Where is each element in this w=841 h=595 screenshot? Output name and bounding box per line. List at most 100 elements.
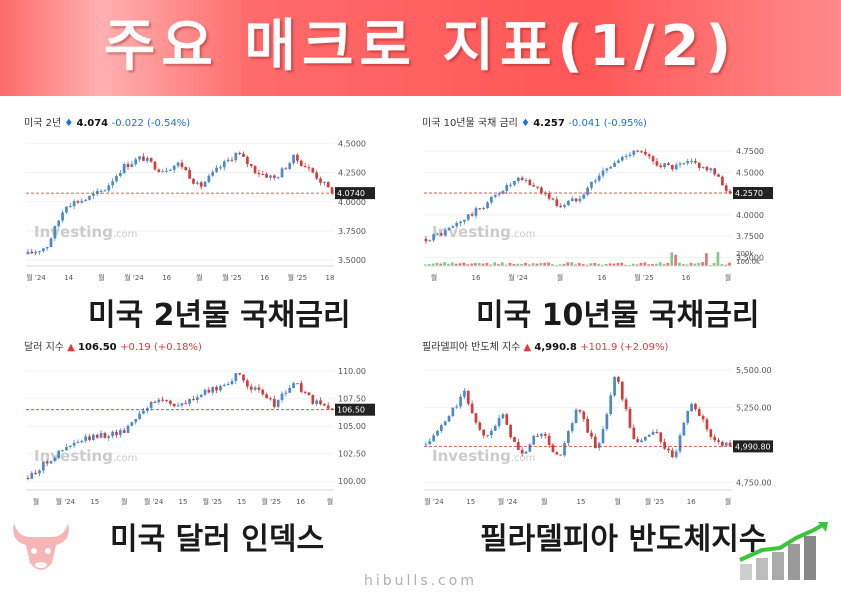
growth-chart-icon — [739, 522, 828, 580]
candle-body — [126, 425, 130, 433]
candle-body — [490, 430, 493, 436]
candle-body — [157, 169, 161, 172]
candle-body — [513, 181, 516, 185]
last-value-box — [335, 187, 375, 200]
candle-body — [234, 153, 238, 161]
candle-body — [134, 159, 138, 165]
candle-body — [219, 386, 222, 391]
last-value-label: 4,990.80 — [735, 442, 771, 451]
candle-body — [524, 179, 528, 181]
header-change: +0.19 — [120, 342, 154, 353]
x-tick-label: 15 — [237, 498, 246, 506]
candle-body — [651, 156, 655, 162]
candle-body — [636, 439, 640, 443]
candle-body — [490, 196, 493, 203]
candle-body — [563, 205, 566, 207]
volume-bar — [531, 263, 535, 266]
candle-body — [721, 441, 724, 446]
candle-body — [632, 427, 636, 440]
chart-panel-us2y: 미국 2년 ♦ 4.074 -0.022 (-0.54%) 4.5000 4.250… — [22, 114, 392, 292]
x-tick-label: 월 — [615, 497, 621, 506]
header-pct: (-0.54%) — [147, 118, 190, 129]
volume-bar — [689, 262, 693, 266]
candle-body — [590, 181, 593, 188]
candle-body — [543, 433, 547, 436]
candle-body — [261, 389, 265, 395]
candle-body — [532, 185, 536, 187]
volume-bar — [635, 264, 639, 266]
candle-body — [632, 150, 636, 155]
candle-body — [126, 163, 130, 168]
candle-body — [176, 162, 180, 166]
candle-body — [45, 247, 49, 249]
candle-body — [169, 169, 172, 171]
candle-body — [428, 441, 432, 445]
candle-body — [667, 163, 670, 165]
candle-body — [474, 208, 478, 216]
y-tick-label: 102.50 — [338, 450, 366, 459]
candle-body — [153, 401, 157, 403]
site-footer: hibulls.com — [364, 573, 477, 589]
candle-body — [624, 399, 628, 410]
candle-body — [226, 383, 230, 385]
candle-body — [41, 248, 45, 252]
x-tick-label: 월 '24 — [56, 497, 76, 506]
candle-body — [463, 219, 466, 222]
candle-body — [115, 431, 118, 436]
candle-body — [570, 423, 574, 432]
candle-body — [45, 461, 49, 464]
candle-body — [299, 383, 303, 392]
x-tick-label: 월 '24 — [26, 273, 46, 282]
candle-body — [142, 156, 145, 161]
candle-body — [195, 182, 199, 184]
x-tick-label: 월 — [98, 273, 104, 282]
candle-body — [265, 394, 268, 399]
candle-body — [199, 394, 203, 398]
volume-bar — [697, 262, 701, 266]
candle-body — [41, 461, 45, 471]
candle-body — [551, 198, 555, 200]
volume-bar — [439, 263, 443, 266]
header-name: 미국 10년물 국채 금리 — [422, 117, 521, 129]
candle-body — [482, 429, 486, 436]
header-change: -0.022 — [112, 118, 147, 129]
candle-body — [451, 226, 455, 228]
candle-body — [455, 406, 459, 408]
header-price: 4,990.8 — [534, 342, 580, 353]
volume-bar — [670, 252, 674, 266]
candle-body — [528, 179, 532, 186]
volume-bar — [481, 263, 485, 266]
caption-dxy: 미국 달러 인덱스 — [110, 522, 325, 557]
candle-body — [466, 214, 470, 220]
candle-body — [567, 201, 570, 206]
candle-body — [574, 409, 578, 424]
candle-body — [493, 194, 497, 197]
volume-bar — [716, 252, 720, 266]
x-tick-label: 15 — [179, 498, 188, 506]
candle-body — [728, 442, 732, 447]
candle-body — [516, 442, 520, 450]
candle-body — [474, 413, 478, 423]
candle-body — [497, 193, 501, 195]
candle-body — [647, 154, 651, 157]
volume-bar — [431, 263, 435, 266]
candle-body — [188, 399, 191, 404]
candle-body — [532, 435, 536, 445]
volume-bar — [539, 262, 543, 266]
y-tick-label: 3.5000 — [338, 256, 366, 265]
candle-body — [296, 154, 299, 161]
volume-bar — [666, 262, 670, 266]
y-tick-label: 4,750.00 — [736, 479, 772, 488]
x-tick-label: 16 — [598, 274, 607, 282]
volume-bar — [501, 262, 504, 266]
candle-body — [724, 442, 728, 446]
candle-body — [230, 381, 234, 384]
candle-body — [682, 422, 686, 436]
candle-body — [272, 175, 276, 178]
candle-body — [92, 193, 95, 196]
candle-body — [215, 387, 218, 391]
candle-body — [211, 387, 215, 393]
volume-bar — [585, 264, 589, 266]
volume-bar — [508, 262, 512, 266]
candle-body — [199, 182, 203, 187]
